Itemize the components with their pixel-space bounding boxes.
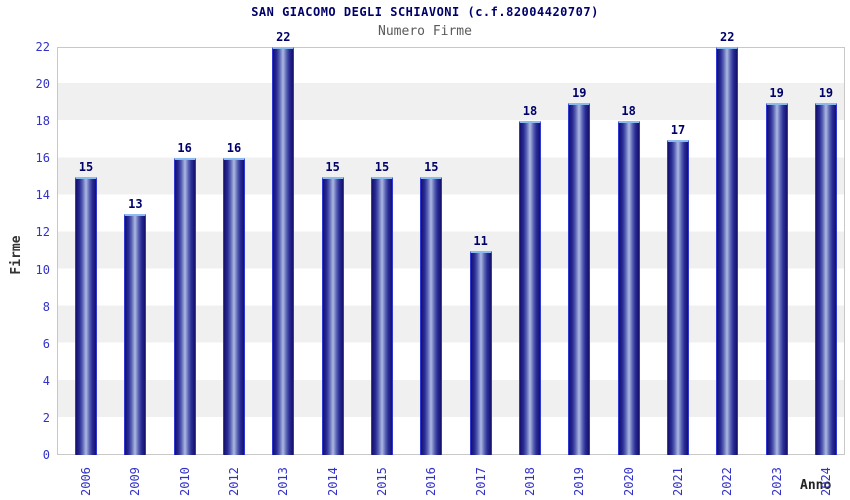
- bar-value-label: 13: [128, 196, 143, 211]
- x-tick-label: 2017: [473, 467, 488, 496]
- y-tick-label: 22: [35, 40, 50, 54]
- x-tick-label: 2021: [670, 467, 685, 496]
- bar-value-label: 19: [572, 85, 587, 100]
- bar-2022: [716, 47, 739, 455]
- bar-2014: [321, 176, 344, 455]
- bar-value-label: 22: [276, 30, 291, 44]
- bar-2019: [568, 102, 591, 455]
- y-tick-label: 2: [42, 410, 50, 425]
- bar-value-label: 16: [226, 141, 242, 156]
- bar-2020: [617, 121, 640, 455]
- bar-value-label: 15: [325, 159, 340, 174]
- bar-value-label: 15: [78, 159, 94, 174]
- x-tick-label: 2016: [424, 467, 439, 496]
- bar-2018: [518, 121, 541, 455]
- bar-2023: [765, 102, 788, 455]
- bar-value-label: 19: [818, 85, 834, 100]
- bar-2024: [814, 102, 837, 455]
- bar-value-label: 15: [424, 159, 439, 174]
- chart-subtitle: Numero Firme: [378, 24, 472, 39]
- bar-value-label: 11: [473, 234, 488, 248]
- bar-value-label: 16: [177, 141, 192, 156]
- x-tick-label: 2023: [769, 467, 784, 496]
- bar-value-label: 18: [522, 104, 538, 119]
- x-axis-title: Anno: [800, 478, 832, 493]
- y-tick-label: 0: [42, 448, 50, 462]
- bar-2013: [272, 47, 295, 455]
- bar-value-label: 22: [720, 30, 735, 44]
- x-tick-label: 2022: [720, 467, 735, 496]
- x-tick-label: 2024: [818, 467, 833, 496]
- x-tick-label: 2019: [572, 467, 587, 496]
- bar-value-label: 18: [621, 104, 636, 119]
- x-tick-label: 2010: [177, 467, 192, 496]
- bar-value-label: 15: [374, 159, 390, 174]
- y-tick-label: 18: [35, 114, 50, 129]
- y-tick-label: 4: [42, 373, 50, 388]
- x-tick-label: 2015: [374, 467, 389, 496]
- y-tick-label: 16: [35, 151, 50, 166]
- x-tick-label: 2018: [522, 467, 537, 496]
- bar-2006: [75, 176, 97, 455]
- y-tick-label: 8: [42, 299, 50, 314]
- bar-2012: [222, 158, 245, 455]
- y-tick-label: 10: [35, 262, 50, 277]
- y-tick-label: 12: [35, 225, 50, 240]
- bar-2015: [370, 176, 393, 455]
- x-tick-label: 2012: [226, 467, 241, 496]
- x-tick-label: 2009: [128, 467, 143, 496]
- x-tick-label: 2006: [79, 467, 93, 496]
- y-tick-label: 20: [35, 77, 50, 92]
- bar-value-label: 19: [769, 85, 784, 100]
- x-tick-label: 2014: [325, 467, 340, 496]
- x-tick-label: 2013: [276, 467, 291, 496]
- bar-2016: [420, 176, 443, 455]
- bar-2021: [666, 139, 689, 455]
- bar-value-label: 17: [670, 122, 686, 137]
- chart-title: SAN GIACOMO DEGLI SCHIAVONI (c.f.8200442…: [251, 5, 599, 19]
- bar-2010: [173, 158, 196, 455]
- y-tick-label: 6: [42, 336, 50, 351]
- x-tick-label: 2020: [621, 467, 636, 496]
- bar-2017: [469, 251, 492, 455]
- y-tick-label: 14: [35, 188, 50, 203]
- bar-2009: [124, 213, 147, 455]
